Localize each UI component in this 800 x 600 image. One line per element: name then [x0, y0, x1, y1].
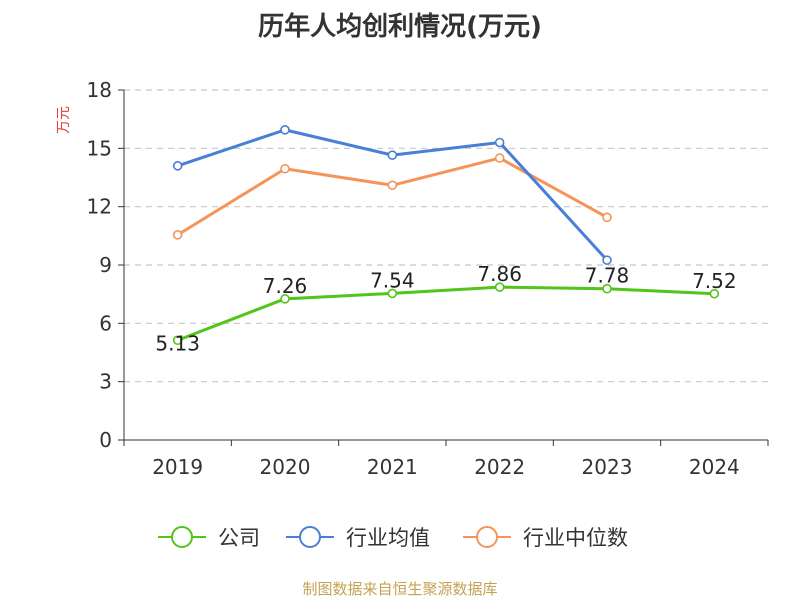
series-line: [177, 285, 715, 342]
legend: 公司 行业均值 行业中位数: [158, 526, 628, 550]
y-tick-label: 15: [87, 136, 112, 160]
x-tick-label: 2021: [367, 455, 418, 479]
data-label: 7.26: [263, 274, 308, 298]
y-tick-label: 12: [87, 195, 112, 219]
x-tick-label: 2020: [260, 455, 311, 479]
x-tick-label: 2023: [582, 455, 633, 479]
data-point: [494, 153, 505, 163]
data-point: [280, 125, 290, 135]
data-label: 7.78: [585, 264, 630, 288]
y-tick-label: 3: [99, 370, 112, 394]
legend-swatch-marker: [171, 526, 193, 548]
data-point: [387, 288, 398, 299]
y-tick-label: 6: [99, 311, 112, 335]
data-point: [387, 150, 398, 160]
y-axis-label: 万元: [56, 106, 72, 134]
data-point: [172, 335, 183, 346]
data-point: [172, 161, 183, 171]
data-point: [602, 283, 612, 294]
data-label: 7.86: [477, 262, 522, 286]
data-point: [494, 137, 505, 148]
data-point: [387, 180, 398, 191]
data-point: [494, 282, 505, 292]
legend-label: 行业中位数: [523, 526, 628, 550]
data-label: 7.52: [692, 269, 737, 293]
gridlines: [124, 89, 768, 383]
data-point: [280, 294, 290, 304]
x-tick-label: 2019: [152, 455, 203, 479]
series-line: [176, 156, 608, 237]
legend-swatch-marker: [299, 526, 321, 548]
x-tick-label: 2022: [474, 455, 525, 479]
legend-swatch-marker: [476, 526, 498, 548]
axes: 0 3 6 9 12 15 18 2019 2020 2021 2022 2023 2024 万元: [56, 78, 769, 479]
y-tick-label: 9: [99, 253, 112, 277]
chart-title: 历年人均创利情况(万元): [258, 12, 542, 42]
data-point: [172, 230, 183, 240]
data-label: 5.13: [155, 331, 200, 355]
legend-label: 公司: [218, 526, 260, 550]
y-tick-label: 18: [87, 78, 112, 102]
source-note: 制图数据来自恒生聚源数据库: [302, 580, 498, 598]
legend-label: 行业均值: [346, 526, 430, 550]
x-tick-label: 2024: [689, 455, 740, 479]
data-point: [602, 255, 612, 265]
data-labels: 5.13 7.26 7.54 7.86 7.78 7.52: [155, 262, 736, 355]
series-lines: [172, 125, 720, 346]
data-point: [280, 163, 290, 174]
data-point: [709, 288, 720, 299]
y-tick-label: 0: [99, 428, 112, 452]
data-label: 7.54: [370, 268, 415, 292]
data-point: [602, 212, 612, 223]
